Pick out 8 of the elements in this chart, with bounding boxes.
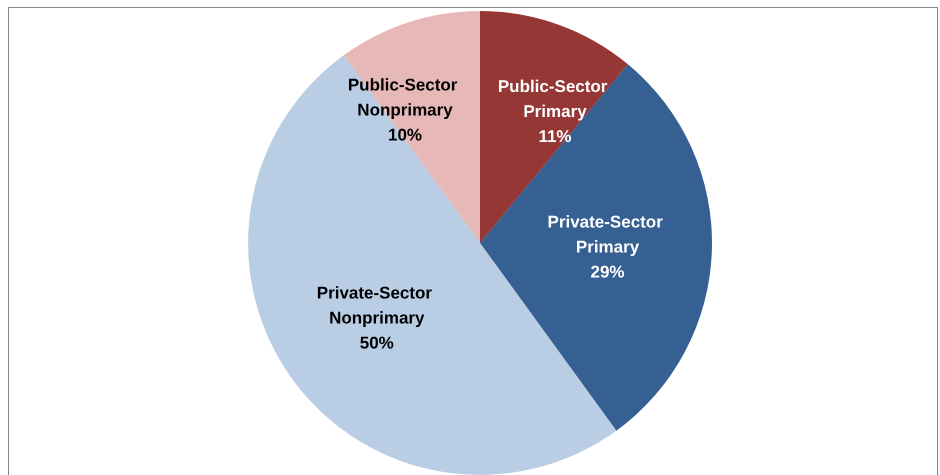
slice-label: Public-Sector Nonprimary (348, 75, 462, 120)
data-label: 11% (538, 126, 572, 146)
slice-label: Public-Sector Primary (498, 76, 612, 121)
slice-label: Private-Sector Primary (548, 212, 668, 257)
data-label: 10% (388, 125, 422, 144)
slice-label: Private-Sector Nonprimary (316, 284, 437, 328)
data-label: 50% (360, 334, 394, 352)
data-label: 29% (590, 262, 625, 282)
